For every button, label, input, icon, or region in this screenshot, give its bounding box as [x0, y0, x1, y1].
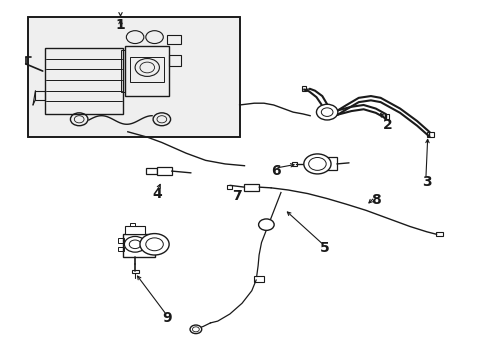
Bar: [169, 55, 181, 66]
Bar: [130, 57, 164, 82]
Bar: [427, 132, 433, 138]
Circle shape: [190, 325, 201, 334]
Polygon shape: [130, 223, 135, 226]
Bar: [122, 234, 154, 257]
Circle shape: [124, 237, 145, 252]
Text: 4: 4: [152, 187, 162, 201]
Bar: [384, 114, 388, 118]
Bar: [131, 270, 139, 273]
Circle shape: [258, 219, 274, 230]
Bar: [254, 276, 264, 282]
Bar: [28, 18, 239, 137]
Bar: [435, 232, 442, 237]
Bar: [166, 35, 181, 44]
Text: 3: 3: [421, 175, 431, 189]
Bar: [244, 184, 259, 191]
Circle shape: [140, 234, 169, 255]
Bar: [146, 168, 157, 174]
Text: 5: 5: [319, 241, 329, 255]
Text: 6: 6: [271, 164, 280, 178]
Bar: [291, 162, 296, 166]
Bar: [118, 238, 123, 243]
Bar: [28, 18, 239, 137]
Bar: [157, 167, 171, 175]
Bar: [118, 247, 123, 251]
Bar: [29, 18, 238, 136]
Text: 7: 7: [232, 189, 242, 203]
Circle shape: [303, 154, 330, 174]
Bar: [226, 185, 232, 189]
Bar: [125, 46, 169, 96]
Text: 1: 1: [115, 18, 125, 32]
Bar: [45, 48, 122, 114]
Text: 2: 2: [382, 118, 392, 132]
Bar: [309, 157, 336, 170]
Bar: [301, 86, 305, 91]
Text: 9: 9: [162, 311, 171, 324]
Text: 8: 8: [370, 193, 380, 207]
Bar: [125, 226, 144, 234]
Circle shape: [316, 104, 337, 120]
